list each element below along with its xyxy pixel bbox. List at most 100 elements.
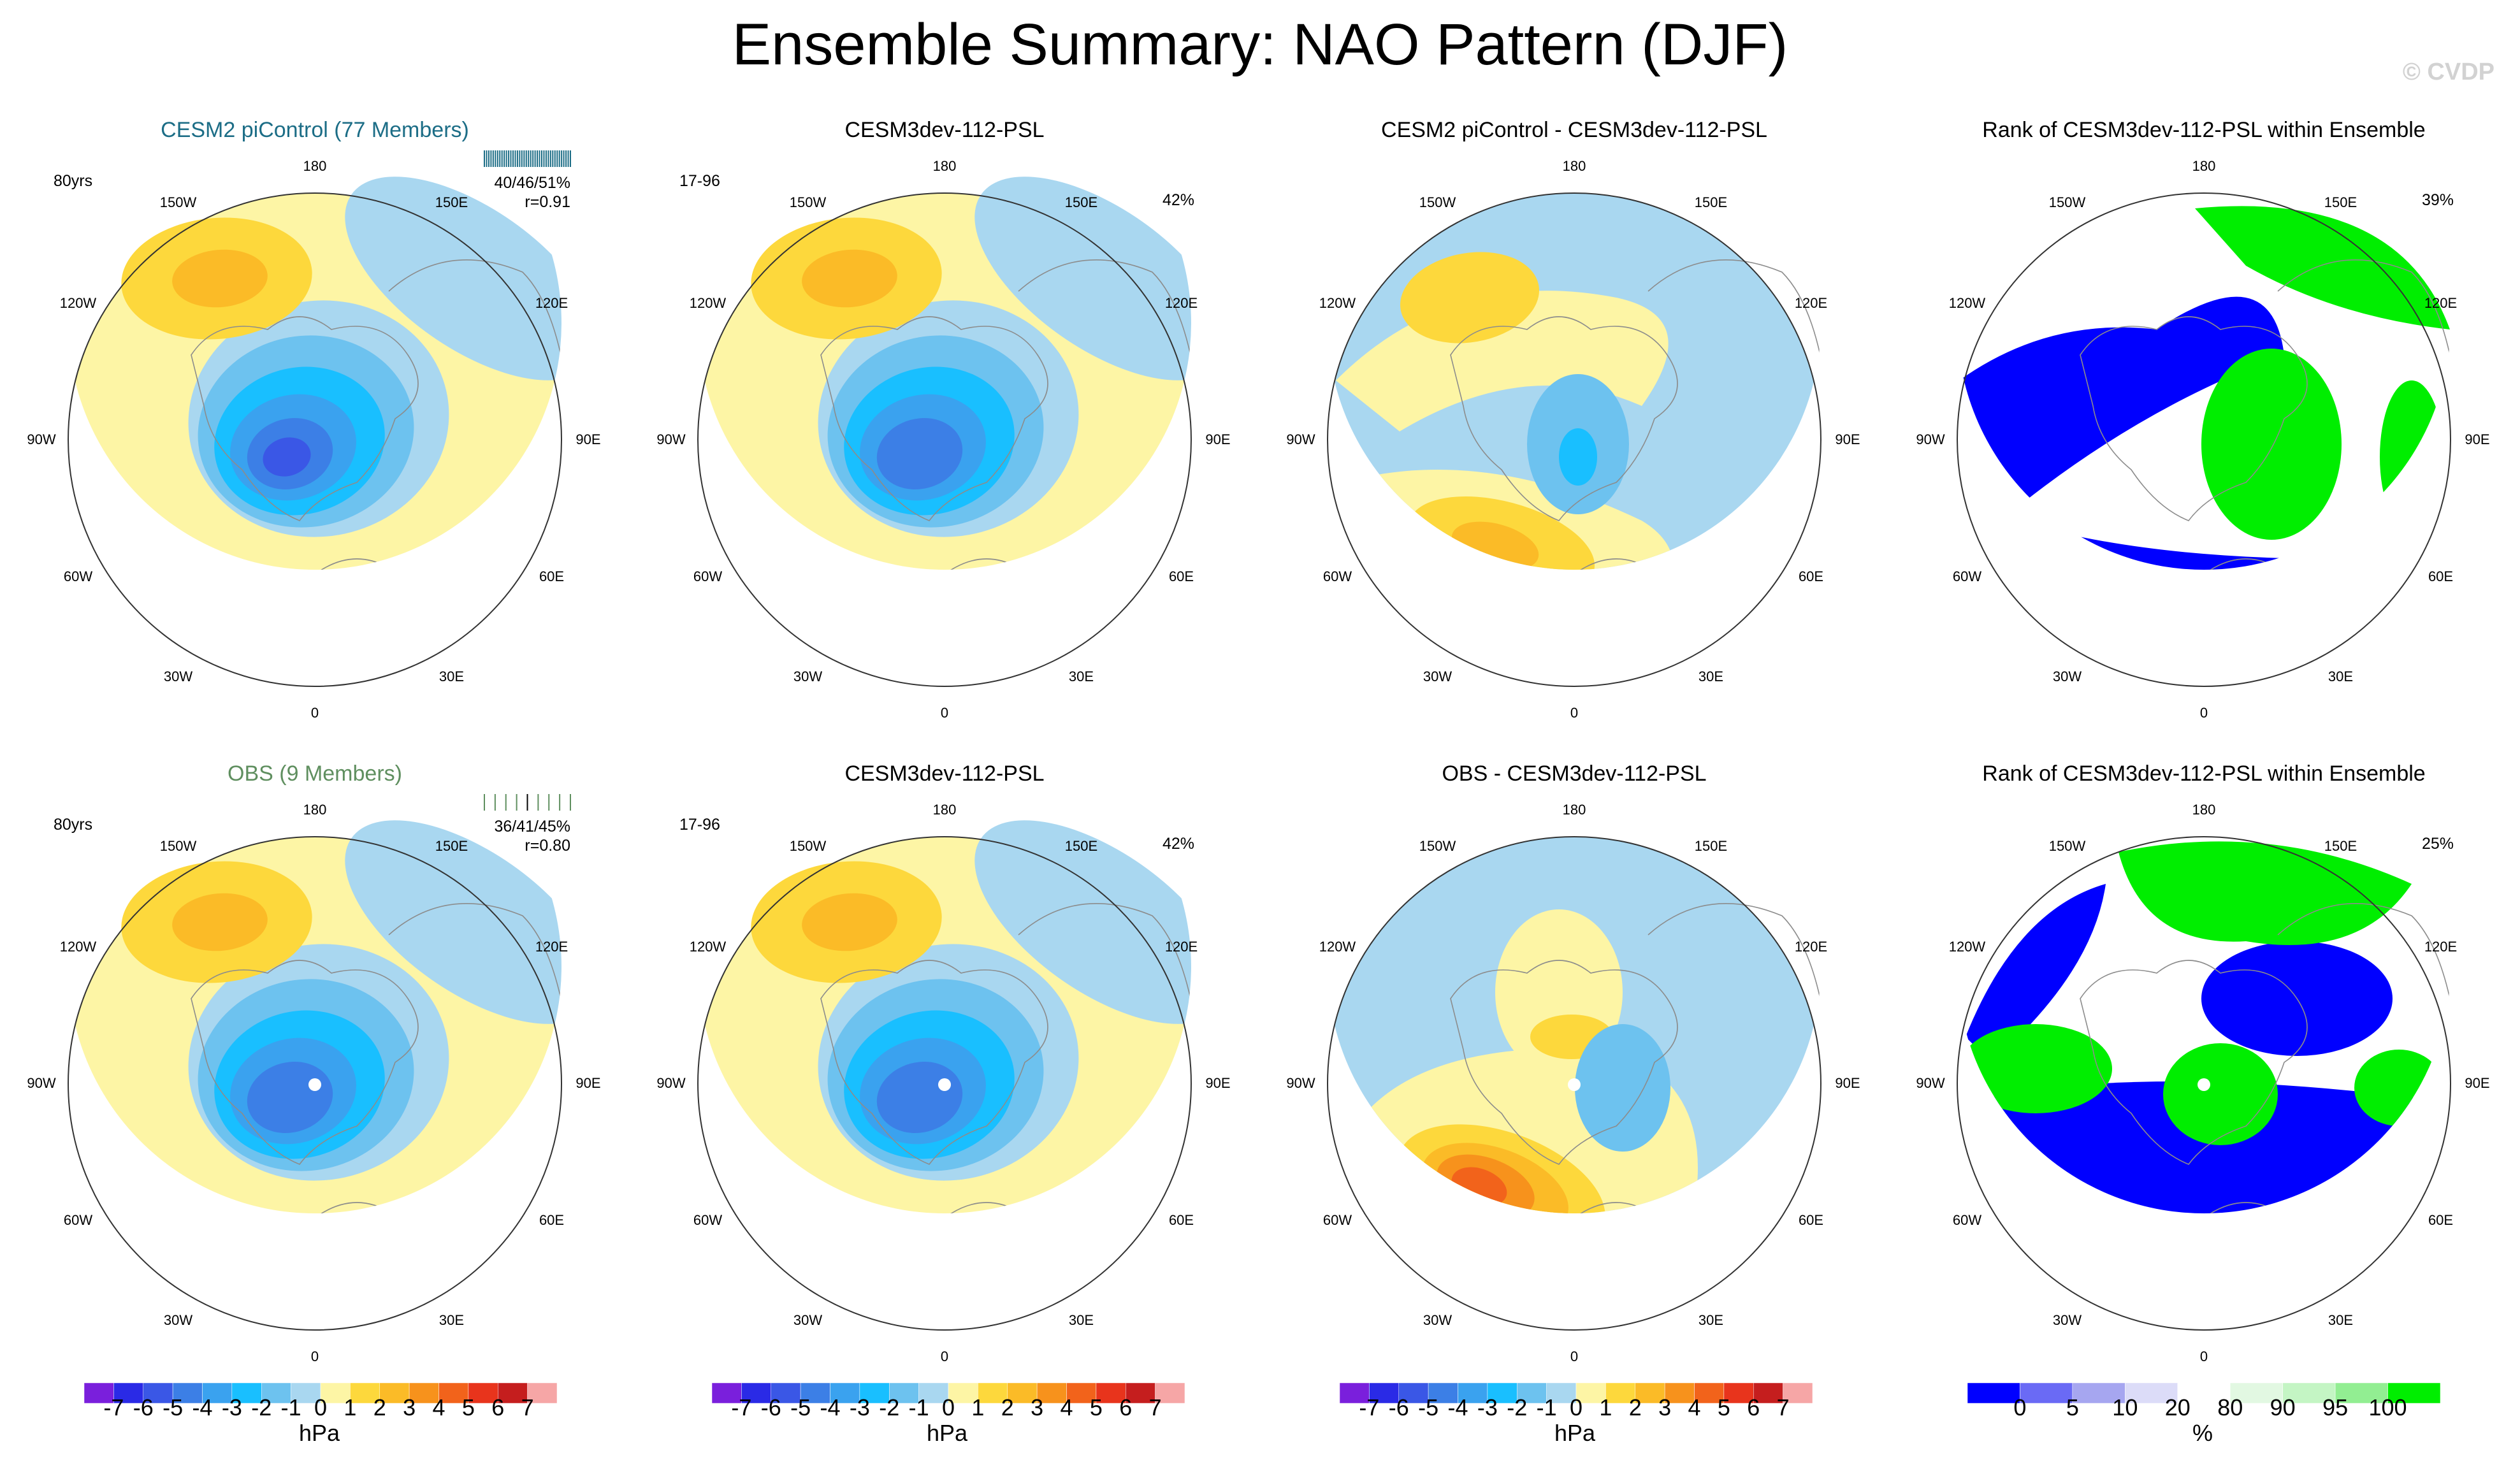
colorbar-tick-label: 7 <box>1148 1394 1162 1420</box>
longitude-label: 180 <box>1562 158 1586 174</box>
colorbar-swatch <box>1546 1382 1577 1404</box>
longitude-label: 60W <box>1322 1211 1352 1228</box>
longitude-label: 120E <box>1794 938 1828 955</box>
colorbar-swatch <box>948 1382 978 1404</box>
colorbar-swatch <box>1339 1382 1370 1404</box>
longitude-label: 30W <box>163 1312 193 1328</box>
colorbar-swatch <box>1635 1382 1665 1404</box>
colorbar-swatch <box>1096 1382 1126 1404</box>
colorbar-swatch <box>291 1382 321 1404</box>
colorbar-tick-label: -1 <box>1536 1394 1557 1420</box>
colorbar-swatch <box>438 1382 469 1404</box>
colorbar-swatch <box>1007 1382 1038 1404</box>
longitude-label: 30W <box>163 668 193 684</box>
longitude-label: 120E <box>2424 294 2458 311</box>
longitude-label: 60W <box>63 568 93 584</box>
colorbar-swatch <box>889 1382 919 1404</box>
colorbar-tick-label: -4 <box>192 1394 213 1420</box>
colorbar-swatch <box>1428 1382 1458 1404</box>
map-panel: CESM2 piControl - CESM3dev-112-PSL 180 150… <box>1259 115 1889 758</box>
colorbar-tick-label: -7 <box>731 1394 752 1420</box>
longitude-label: 30E <box>438 668 465 684</box>
longitude-label: 0 <box>1570 1348 1579 1364</box>
colorbar-swatch <box>379 1382 410 1404</box>
colorbar-swatch <box>2335 1382 2388 1404</box>
percent-label: 42% <box>1162 835 1195 853</box>
colorbar-tick-label: -5 <box>790 1394 811 1420</box>
rank-high-east <box>2354 1050 2444 1126</box>
colorbar <box>711 1382 1185 1404</box>
colorbar-tick-label: -5 <box>1418 1394 1439 1420</box>
longitude-label: 60E <box>539 1211 565 1228</box>
polar-map <box>1957 192 2451 687</box>
coastline <box>2080 902 2451 1213</box>
panel-title: OBS (9 Members) <box>228 762 402 786</box>
colorbar-tick-label: -1 <box>280 1394 301 1420</box>
longitude-label: 0 <box>940 705 949 721</box>
pacific-high-core <box>802 249 897 308</box>
longitude-label: 90W <box>1916 431 1945 447</box>
colorbar-swatch <box>2125 1382 2178 1404</box>
longitude-label: 30W <box>1423 1312 1452 1328</box>
map-panel: CESM3dev-112-PSL 180 150E 120E 90E 60E 30E 0 30W… <box>630 758 1259 1402</box>
longitude-label: 150E <box>435 838 468 855</box>
colorbar-swatch <box>2387 1382 2441 1404</box>
longitude-label: 90E <box>2465 1075 2490 1091</box>
panel-title: CESM2 piControl (77 Members) <box>161 118 469 142</box>
longitude-label: 150E <box>1694 194 1728 211</box>
pole-marker <box>1568 1078 1581 1091</box>
colorbar-tick-label: -6 <box>760 1394 781 1420</box>
ensemble-stats: 36/41/45% r=0.80 <box>408 817 570 855</box>
colorbar-tick-label: 2 <box>1001 1394 1014 1420</box>
colorbar <box>1967 1382 2441 1404</box>
colorbar-tick-label: 4 <box>432 1394 445 1420</box>
rank-high-west <box>1959 1024 2112 1113</box>
stats-line: r=0.80 <box>525 837 570 855</box>
polar-map <box>68 820 562 1331</box>
longitude-label: 0 <box>310 705 319 721</box>
colorbar-tick-label: 0 <box>314 1394 328 1420</box>
arctic-low-4 <box>876 418 963 489</box>
map-boundary <box>697 836 1192 1331</box>
polar-map <box>1327 836 1821 1331</box>
colorbar-tick-label: 1 <box>344 1394 357 1420</box>
longitude-label: 150W <box>159 838 197 855</box>
colorbar-tick-label: 7 <box>1776 1394 1790 1420</box>
longitude-label: 0 <box>1570 705 1579 721</box>
atlantic-high-band <box>732 1203 1027 1213</box>
rank-high-east <box>2380 380 2444 533</box>
percent-label: 42% <box>1162 191 1195 209</box>
map-boundary <box>1327 836 1821 1331</box>
longitude-label: 30E <box>1698 1312 1724 1328</box>
colorbar-swatch <box>261 1382 291 1404</box>
coastline <box>1450 259 1821 570</box>
longitude-label: 60W <box>1322 568 1352 584</box>
map-panel: OBS - CESM3dev-112-PSL 180 150E 120E 90E 60E 3… <box>1259 758 1889 1402</box>
longitude-label: 150W <box>1419 194 1456 211</box>
colorbar-tick-label: 100 <box>2368 1394 2407 1420</box>
longitude-label: 30E <box>1698 668 1724 684</box>
rank-high-north <box>2118 841 2412 945</box>
colorbar-swatch <box>1517 1382 1547 1404</box>
atlantic-high-band <box>102 1203 397 1213</box>
colorbar-tick-label: -4 <box>1447 1394 1468 1420</box>
colorbar-tick-label: 20 <box>2164 1394 2191 1420</box>
colorbar-tick-label: -2 <box>879 1394 900 1420</box>
colorbar-tick-label: -6 <box>1388 1394 1409 1420</box>
ensemble-stats: 40/46/51% r=0.91 <box>408 173 570 212</box>
colorbar-swatch <box>231 1382 262 1404</box>
pacific-high-core <box>802 893 897 951</box>
pole-marker <box>308 1078 321 1091</box>
longitude-label: 0 <box>2199 705 2208 721</box>
longitude-label: 60E <box>1798 1211 1824 1228</box>
colorbar-swatch <box>527 1382 558 1404</box>
longitude-label: 60W <box>1952 568 1982 584</box>
longitude-label: 60W <box>1952 1211 1982 1228</box>
colorbar-swatch <box>918 1382 949 1404</box>
colorbar-tick-label: 0 <box>2013 1394 2027 1420</box>
colorbar-swatch <box>2229 1382 2283 1404</box>
longitude-label: 120W <box>1948 938 1986 955</box>
pacific-high-core <box>172 249 268 308</box>
map-boundary <box>68 836 562 1331</box>
map-panel: OBS (9 Members) 180 150E 120E 90E 60E 30E 0 30W 6… <box>0 758 630 1402</box>
